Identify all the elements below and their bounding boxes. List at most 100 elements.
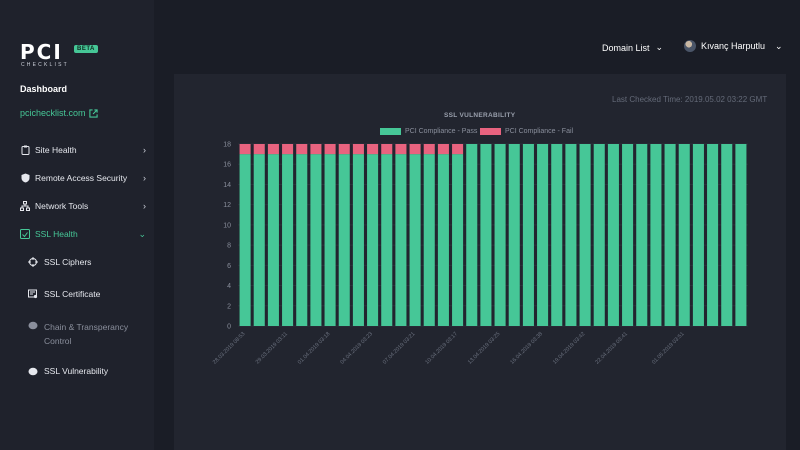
bar-fail — [338, 144, 350, 155]
sidebar-subitem-label: SSL Ciphers — [44, 257, 92, 267]
bar-pass — [494, 144, 506, 326]
bar-pass — [267, 154, 279, 326]
certificate-icon — [28, 289, 38, 299]
bar-fail — [282, 144, 294, 155]
bar-pass — [721, 144, 733, 326]
sidebar-subitem-label: Chain & Transperancy Control — [44, 322, 129, 346]
sidebar-item-network-tools[interactable]: Network Tools › — [20, 199, 146, 213]
legend-label-pass: PCI Compliance - Pass — [405, 128, 478, 135]
y-tick-label: 18 — [223, 142, 231, 149]
bar-pass — [579, 144, 591, 326]
x-tick-label: 01.05.2019 03:51 — [651, 331, 686, 366]
sidebar-subitem-ssl-certificate[interactable]: SSL Certificate — [28, 289, 146, 299]
bar-fail — [253, 144, 265, 155]
y-tick-label: 12 — [223, 202, 231, 209]
bar-pass — [692, 144, 704, 326]
legend-swatch-fail — [480, 128, 501, 135]
bar-pass — [678, 144, 690, 326]
bar-pass — [565, 144, 577, 326]
clipboard-icon — [20, 145, 30, 155]
sidebar-item-ssl-health[interactable]: SSL Health ⌄ — [20, 227, 146, 241]
chevron-right-icon: › — [143, 201, 146, 211]
y-tick-label: 0 — [227, 324, 231, 331]
bar-pass — [622, 144, 634, 326]
x-tick-label: 04.04.2019 03:23 — [339, 331, 374, 366]
bar-pass — [367, 154, 379, 326]
sidebar-item-label: Remote Access Security — [35, 173, 128, 183]
bar-fail — [239, 144, 251, 155]
bar-pass — [508, 144, 520, 326]
avatar — [684, 40, 696, 52]
logo-subtitle: CHECKLIST — [21, 62, 69, 68]
y-tick-label: 2 — [227, 303, 231, 310]
user-menu[interactable]: Kıvanç Harputlu ⌄ — [684, 40, 783, 52]
sidebar-subitem-ssl-ciphers[interactable]: SSL Ciphers — [28, 257, 146, 267]
chart-title: SSL VULNERABILITY — [444, 112, 516, 119]
bar-pass — [707, 144, 719, 326]
x-tick-label: 10.04.2019 03:17 — [424, 331, 459, 366]
chevron-right-icon: › — [143, 173, 146, 183]
network-icon — [20, 201, 30, 211]
bar-fail — [423, 144, 435, 155]
logo-text: PCI — [20, 40, 63, 64]
bar-pass — [522, 144, 534, 326]
y-tick-label: 8 — [227, 243, 231, 250]
bar-pass — [239, 154, 251, 326]
bar-fail — [296, 144, 308, 155]
sidebar-item-site-health[interactable]: Site Health › — [20, 143, 146, 157]
y-tick-label: 14 — [223, 182, 231, 189]
sidebar-subitem-ssl-vulnerability[interactable]: SSL Vulnerability — [28, 366, 146, 376]
bar-fail — [395, 144, 407, 155]
y-tick-label: 16 — [223, 162, 231, 169]
bar-pass — [352, 154, 364, 326]
bar-pass — [636, 144, 648, 326]
bar-pass — [253, 154, 265, 326]
x-tick-label: 29.03.2019 03:11 — [255, 331, 289, 365]
user-name: Kıvanç Harputlu — [701, 41, 766, 51]
chevron-down-icon: ⌄ — [138, 228, 146, 239]
bar-pass — [551, 144, 563, 326]
y-tick-label: 10 — [223, 222, 231, 229]
domain-list-dropdown[interactable]: Domain List ⌄ — [602, 42, 663, 53]
x-tick-label: 01.04.2019 03:18 — [297, 331, 332, 366]
bar-pass — [593, 144, 605, 326]
bar-pass — [324, 154, 336, 326]
pci-checklist-logo[interactable]: PCI BETA CHECKLIST — [20, 42, 120, 72]
bar-pass — [607, 144, 619, 326]
bar-pass — [537, 144, 549, 326]
domain-list-label: Domain List — [602, 42, 650, 53]
bar-pass — [423, 154, 435, 326]
nav-dashboard[interactable]: Dashboard — [20, 84, 68, 94]
bar-pass — [466, 144, 478, 326]
brain-icon — [28, 366, 38, 376]
x-tick-label: 19.04.2019 03:42 — [552, 331, 587, 366]
sidebar-subitem-chain-transparency[interactable]: Chain & Transperancy Control — [20, 320, 138, 348]
legend-swatch-pass — [380, 128, 401, 135]
x-tick-label: 22.04.2019 03:41 — [594, 331, 629, 366]
site-link[interactable]: pcichecklist.com — [20, 108, 98, 118]
last-checked-time: Last Checked Time: 2019.05.02 03:22 GMT — [612, 95, 768, 104]
bar-pass — [338, 154, 350, 326]
legend-item-pass[interactable]: PCI Compliance - Pass — [380, 128, 477, 135]
bar-pass — [381, 154, 393, 326]
external-link-icon — [88, 108, 98, 118]
chevron-down-icon: ⌄ — [775, 40, 783, 51]
bar-pass — [409, 154, 421, 326]
bar-pass — [310, 154, 322, 326]
bar-pass — [735, 144, 747, 326]
chevron-down-icon: ⌄ — [655, 42, 664, 52]
legend-item-fail[interactable]: PCI Compliance - Fail — [480, 128, 573, 135]
bar-pass — [452, 154, 464, 326]
sidebar-item-label: Network Tools — [35, 201, 89, 211]
bar-pass — [664, 144, 676, 326]
bar-fail — [310, 144, 322, 155]
brain-icon — [28, 320, 38, 330]
bar-pass — [437, 154, 449, 326]
ssl-icon — [20, 229, 30, 239]
legend-label-fail: PCI Compliance - Fail — [505, 128, 574, 135]
sidebar-item-remote-access-security[interactable]: Remote Access Security › — [20, 171, 146, 185]
bar-fail — [324, 144, 336, 155]
sidebar-item-label: Site Health — [35, 145, 77, 155]
bar-pass — [282, 154, 294, 326]
